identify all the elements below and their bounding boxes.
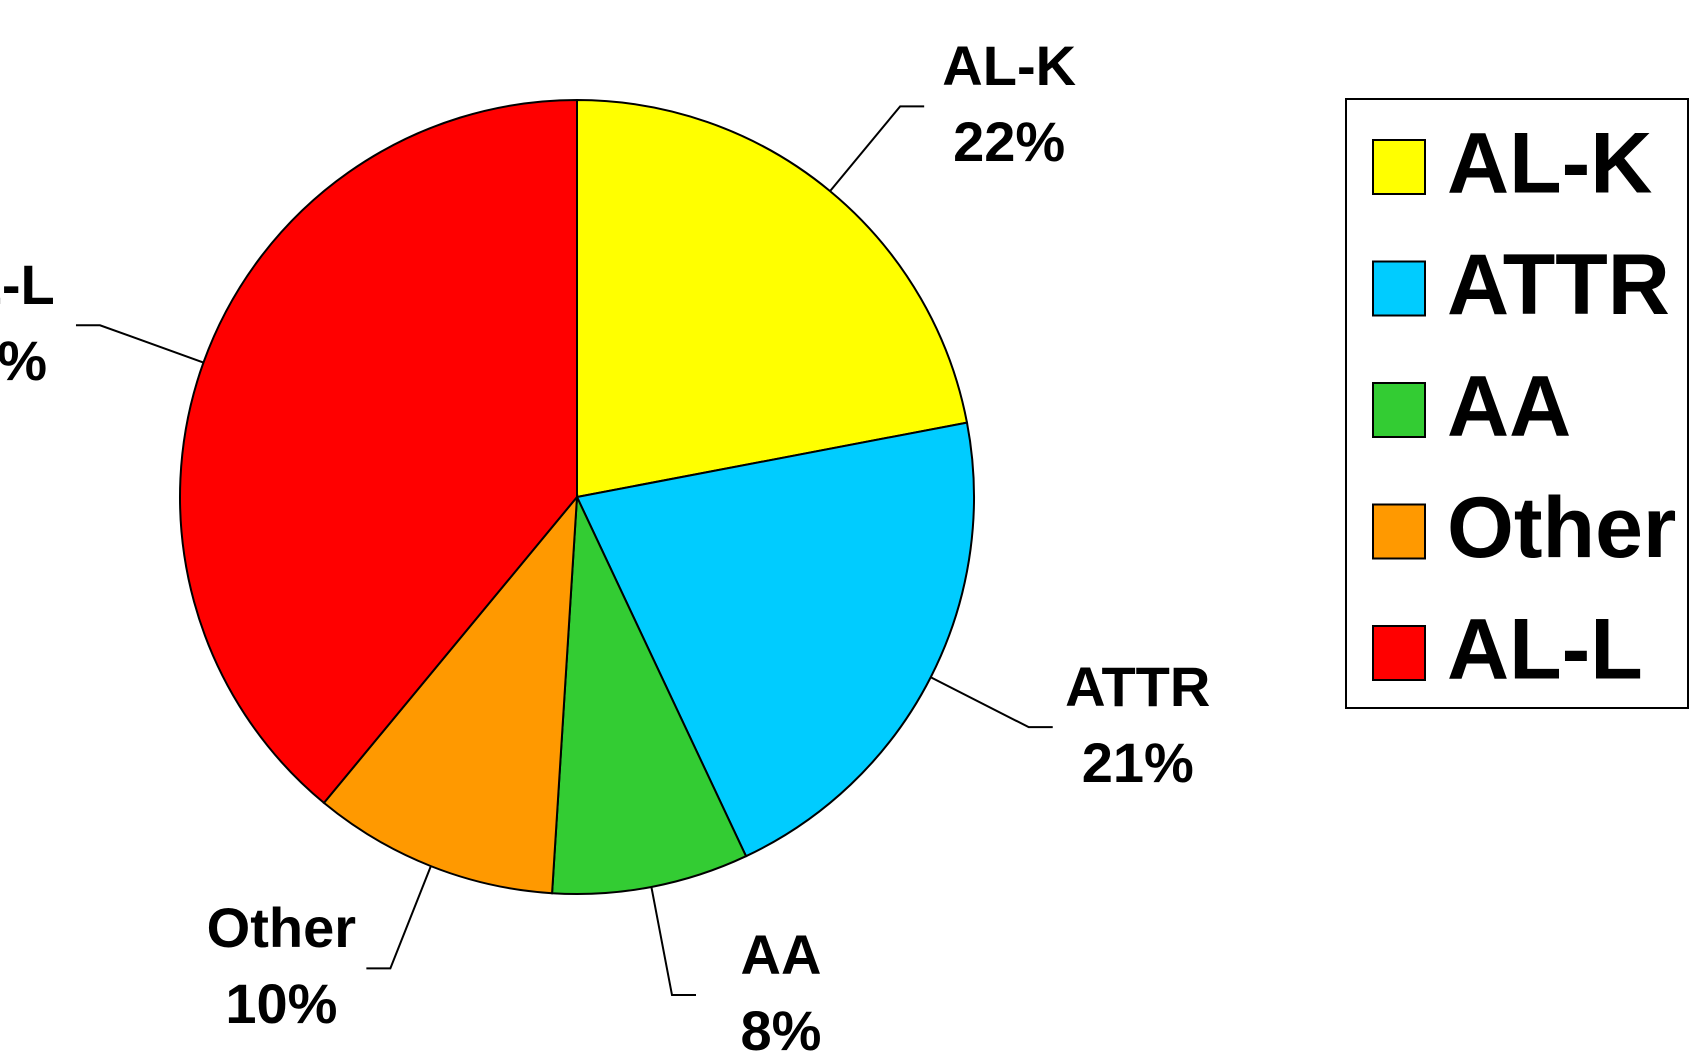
legend-label: ATTR [1447,237,1670,333]
leader-line [829,105,925,192]
legend-swatch [1372,139,1426,195]
legend-swatch [1372,625,1426,681]
leader-line [366,865,432,970]
data-label-name: Other [207,896,356,959]
data-label-value: 21% [1082,731,1194,794]
legend-label: AL-K [1447,116,1652,212]
legend-swatch [1372,260,1426,317]
leader-line [650,886,697,997]
data-label-name: AA [741,923,822,986]
data-label-name: AL-K [942,34,1076,97]
legend-swatch [1372,503,1426,560]
leader-line [75,324,204,364]
pie-slice [179,98,578,805]
data-label-value: 8% [741,999,822,1054]
data-label-value: 22% [953,110,1065,173]
data-label-value: 10% [225,972,337,1035]
legend-label: AL-L [1447,602,1643,698]
pie-slice [575,421,975,858]
data-label-name: ATTR [1065,655,1210,718]
legend-label: Other [1447,480,1676,576]
legend-swatch [1372,382,1426,438]
legend-label: AA [1447,359,1571,455]
pie-slice [551,496,748,895]
leader-line [930,676,1053,729]
data-label-name: AL-L [0,253,55,316]
data-label-value: 39% [0,329,47,392]
pie-slice [576,98,969,499]
